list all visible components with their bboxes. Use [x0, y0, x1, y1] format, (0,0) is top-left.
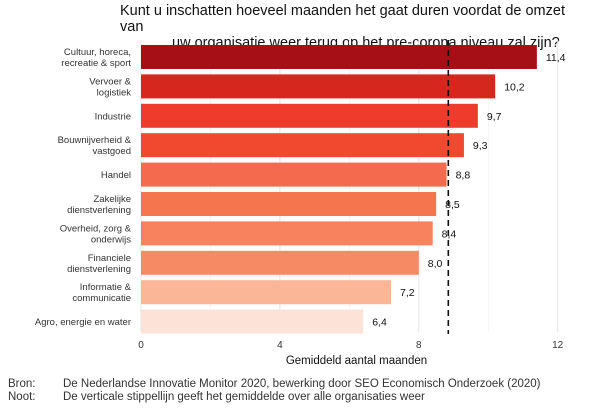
source-label: Bron:	[8, 378, 36, 390]
chart-title-line-1: Kunt u inschatten hoeveel maanden het ga…	[120, 3, 565, 35]
category-label-line: Informatie &	[80, 282, 132, 293]
note-row: Noot: De verticale stippellijn geeft het…	[8, 391, 541, 404]
data-label: 9,7	[487, 111, 502, 123]
category-label-line: recreatie & sport	[61, 58, 131, 69]
category-label: Zakelijke dienstverlening	[67, 194, 131, 216]
note-label: Noot:	[8, 391, 36, 403]
note-text: De verticale stippellijn geeft het gemid…	[63, 391, 425, 403]
category-label-line: Handel	[101, 170, 131, 181]
category-label-line: Vervoer &	[89, 76, 131, 87]
category-label-line: Industrie	[95, 111, 131, 122]
data-label: 8,5	[445, 199, 460, 211]
category-label: Bouwnijverheid & vastgoed	[58, 135, 132, 157]
footer: Bron: De Nederlandse Innovatie Monitor 2…	[8, 378, 541, 404]
category-label: Vervoer & logistiek	[89, 76, 131, 98]
x-tick-label: 0	[138, 340, 144, 351]
data-label: 10,2	[504, 81, 525, 93]
category-label-line: dienstverlening	[67, 264, 131, 275]
category-label-line: onderwijs	[91, 234, 131, 245]
source-text: De Nederlandse Innovatie Monitor 2020, b…	[63, 378, 541, 390]
category-label: Cultuur, horeca, recreatie & sport	[61, 47, 131, 69]
data-label: 8,0	[428, 258, 443, 270]
bar	[141, 162, 447, 187]
category-label: Overheid, zorg & onderwijs	[60, 223, 132, 245]
data-label: 7,2	[400, 287, 415, 299]
bar	[141, 280, 392, 305]
x-tick-label: 8	[416, 340, 422, 351]
bar	[141, 221, 433, 246]
data-label: 11,4	[546, 52, 566, 64]
data-label: 8,8	[456, 170, 471, 182]
category-label-line: communicatie	[72, 293, 131, 304]
category-label-line: Overheid, zorg &	[60, 223, 132, 234]
bar	[141, 192, 437, 216]
category-label-line: vastgoed	[92, 146, 131, 157]
bar	[141, 74, 496, 99]
bar	[141, 309, 364, 334]
bar	[141, 45, 537, 69]
category-label: Handel	[101, 170, 131, 181]
category-label: Agro, energie en water	[35, 317, 131, 328]
x-axis-label: Gemiddeld aantal maanden	[286, 355, 427, 367]
bar	[141, 133, 464, 158]
labels: 11,4 Cultuur, horeca, recreatie & sport 10,…	[35, 47, 566, 351]
category-label-line: dienstverlening	[67, 205, 131, 216]
data-label: 6,4	[372, 317, 387, 329]
bar-chart: 11,4 Cultuur, horeca, recreatie & sport 10,…	[35, 40, 566, 367]
category-label-line: Cultuur, horeca,	[64, 47, 131, 58]
bars	[141, 45, 537, 334]
category-label-line: Bouwnijverheid &	[58, 135, 132, 146]
category-label-line: Zakelijke	[94, 194, 132, 205]
x-tick-label: 4	[277, 340, 283, 351]
data-label: 8,4	[442, 228, 457, 240]
bar	[141, 250, 419, 275]
x-tick-label: 12	[552, 340, 564, 351]
source-row: Bron: De Nederlandse Innovatie Monitor 2…	[8, 378, 541, 391]
category-label: Informatie & communicatie	[72, 282, 131, 304]
category-label-line: Financiele	[88, 253, 131, 264]
bar	[141, 103, 478, 128]
category-label: Financiele dienstverlening	[67, 253, 131, 275]
category-label-line: Agro, energie en water	[35, 317, 131, 328]
data-label: 9,3	[473, 140, 488, 152]
category-label: Industrie	[95, 111, 131, 122]
category-label-line: logistiek	[97, 87, 132, 98]
